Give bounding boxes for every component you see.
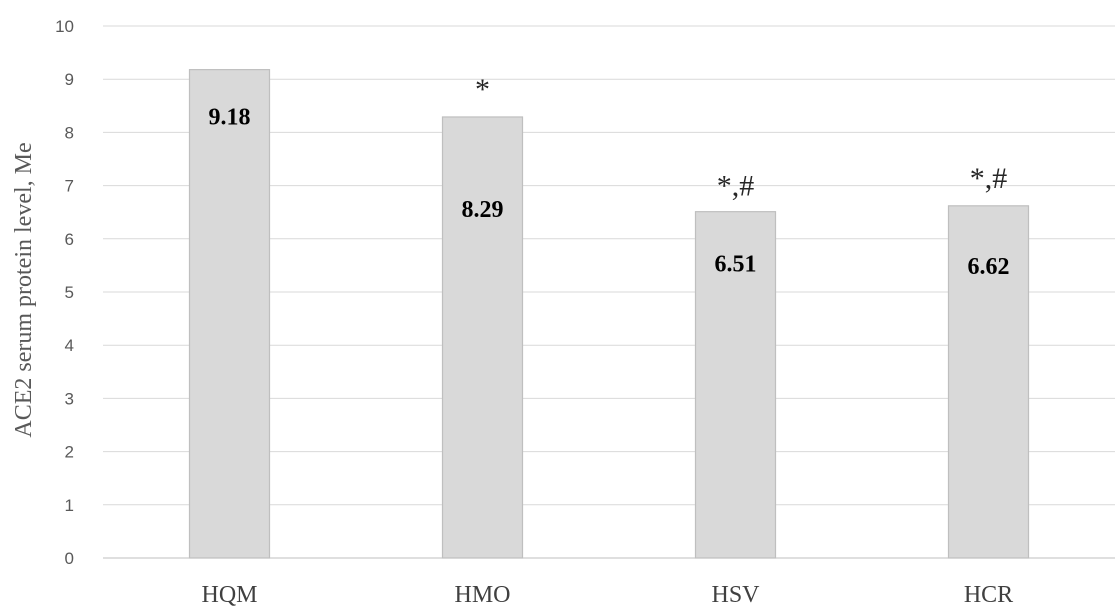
data-label: 8.29 [462,197,504,223]
y-axis-label: ACE2 serum protein level, Me [11,142,37,437]
x-tick-label: HCR [964,582,1013,608]
y-tick-label: 2 [65,443,74,462]
data-label: 6.51 [715,252,757,278]
bar-hcr [947,205,1030,559]
x-axis-ticks: HQM HMO HSV HCR [201,582,1013,608]
y-tick-label: 8 [65,123,74,142]
bar-hqm [188,69,271,559]
y-tick-label: 1 [65,496,74,515]
data-label: 9.18 [209,105,251,131]
y-tick-label: 5 [65,283,74,302]
y-tick-label: 7 [65,177,74,196]
significance-mark: * [475,73,490,106]
data-label: 6.62 [968,254,1010,280]
bar-hmo [441,116,524,559]
significance-annotations: * *,# *,# [475,73,1007,203]
significance-mark: *,# [970,162,1008,195]
y-tick-label: 3 [65,389,74,408]
bars [188,69,1030,559]
x-tick-label: HSV [711,582,760,608]
y-tick-label: 9 [65,70,74,89]
y-axis-ticks: 0 1 2 3 4 5 6 7 8 9 10 [55,17,74,568]
significance-mark: *,# [717,170,755,203]
x-tick-label: HQM [201,582,257,608]
bar-hsv [694,211,777,559]
y-tick-label: 6 [65,230,74,249]
y-tick-label: 10 [55,17,74,36]
data-labels: 9.18 8.29 6.51 6.62 [209,105,1010,280]
y-tick-label: 0 [65,549,74,568]
gridlines [103,25,1115,559]
x-tick-label: HMO [454,582,510,608]
y-tick-label: 4 [65,336,74,355]
